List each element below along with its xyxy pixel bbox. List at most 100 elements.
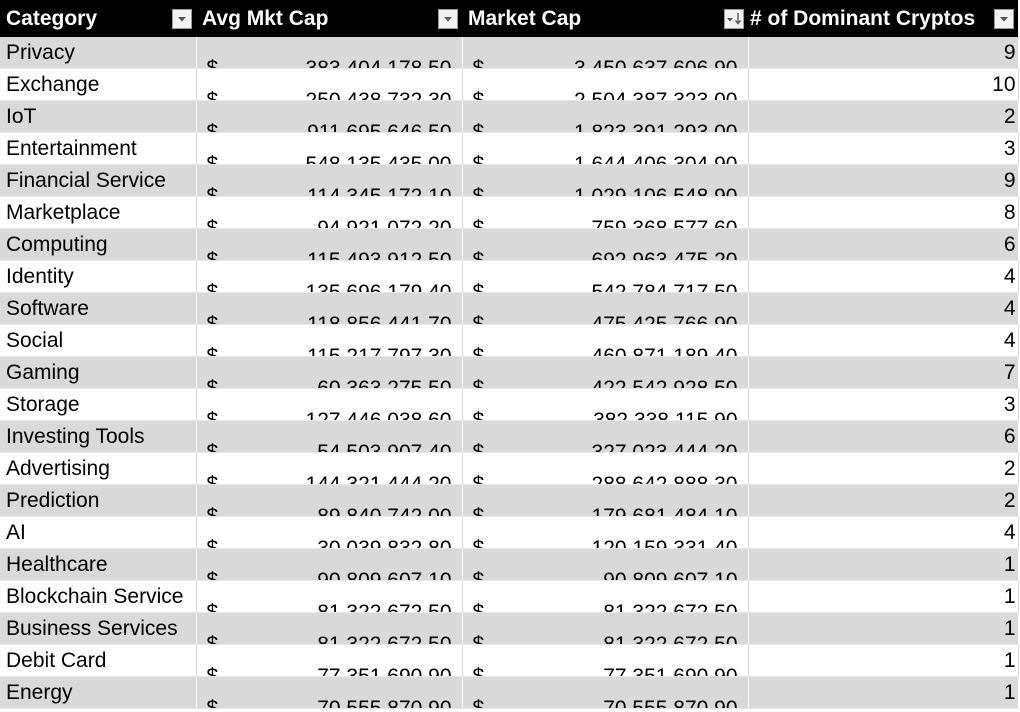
cell-category[interactable]: Financial Service <box>0 164 197 197</box>
cell-dominant-count[interactable]: 6 <box>748 420 1019 453</box>
table-row[interactable]: Debit Card $77,351,690.90 $77,351,690.90 1 <box>0 644 1019 677</box>
cell-avg-mkt-cap[interactable]: $94,921,072.20 <box>196 196 463 229</box>
cell-dominant-count[interactable]: 3 <box>748 388 1019 421</box>
cell-avg-mkt-cap[interactable]: $911,695,646.50 <box>196 100 463 133</box>
cell-category[interactable]: Storage <box>0 388 197 421</box>
market-cap-sort-filter-button[interactable] <box>724 9 744 29</box>
cell-category[interactable]: Business Services <box>0 612 197 645</box>
cell-avg-mkt-cap[interactable]: $127,446,038.60 <box>196 388 463 421</box>
cell-category[interactable]: Advertising <box>0 452 197 485</box>
cell-market-cap[interactable]: $422,542,928.50 <box>462 356 749 389</box>
cell-avg-mkt-cap[interactable]: $30,039,832.80 <box>196 516 463 549</box>
table-row[interactable]: Entertainment $548,135,435.00 $1,644,406,3… <box>0 132 1019 165</box>
cell-avg-mkt-cap[interactable]: $90,809,607.10 <box>196 548 463 581</box>
cell-dominant-count[interactable]: 9 <box>748 37 1019 69</box>
header-avg-mkt-cap[interactable]: Avg Mkt Cap <box>196 0 462 37</box>
cell-category[interactable]: IoT <box>0 100 197 133</box>
cell-avg-mkt-cap[interactable]: $70,555,870.90 <box>196 676 463 709</box>
cell-category[interactable]: Software <box>0 292 197 325</box>
cell-market-cap[interactable]: $475,425,766.90 <box>462 292 749 325</box>
cell-avg-mkt-cap[interactable]: $383,404,178.50 <box>196 37 463 69</box>
table-row[interactable]: IoT $911,695,646.50 $1,823,391,293.00 2 <box>0 100 1019 133</box>
cell-dominant-count[interactable]: 9 <box>748 164 1019 197</box>
table-row[interactable]: Software $118,856,441.70 $475,425,766.90 4 <box>0 292 1019 325</box>
table-row[interactable]: Prediction $89,840,742.00 $179,681,484.10 2 <box>0 484 1019 517</box>
cell-market-cap[interactable]: $81,322,672.50 <box>462 580 749 613</box>
table-row[interactable]: Identity $135,696,179.40 $542,784,717.50 4 <box>0 260 1019 293</box>
cell-market-cap[interactable]: $542,784,717.50 <box>462 260 749 293</box>
cell-avg-mkt-cap[interactable]: $60,363,275.50 <box>196 356 463 389</box>
cell-category[interactable]: Blockchain Service <box>0 580 197 613</box>
header-category[interactable]: Category <box>0 0 196 37</box>
cell-category[interactable]: Social <box>0 324 197 357</box>
cell-category[interactable]: Gaming <box>0 356 197 389</box>
table-row[interactable]: AI $30,039,832.80 $120,159,331.40 4 <box>0 516 1019 549</box>
cell-avg-mkt-cap[interactable]: $548,135,435.00 <box>196 132 463 165</box>
category-filter-button[interactable] <box>172 9 192 29</box>
cell-category[interactable]: Marketplace <box>0 196 197 229</box>
cell-category[interactable]: Identity <box>0 260 197 293</box>
cell-dominant-count[interactable]: 4 <box>748 260 1019 293</box>
table-row[interactable]: Business Services $81,322,672.50 $81,322,6… <box>0 612 1019 645</box>
table-row[interactable]: Financial Service $114,345,172.10 $1,029,1… <box>0 164 1019 197</box>
cell-category[interactable]: Investing Tools <box>0 420 197 453</box>
cell-dominant-count[interactable]: 6 <box>748 228 1019 261</box>
header-market-cap[interactable]: Market Cap <box>462 0 748 37</box>
table-row[interactable]: Privacy $383,404,178.50 $3,450,637,606.90 9 <box>0 37 1019 69</box>
cell-market-cap[interactable]: $3,450,637,606.90 <box>462 37 749 69</box>
cell-category[interactable]: Healthcare <box>0 548 197 581</box>
cell-market-cap[interactable]: $382,338,115.90 <box>462 388 749 421</box>
cell-market-cap[interactable]: $1,823,391,293.00 <box>462 100 749 133</box>
cell-avg-mkt-cap[interactable]: $118,856,441.70 <box>196 292 463 325</box>
table-row[interactable]: Marketplace $94,921,072.20 $759,368,577.60… <box>0 196 1019 229</box>
cell-category[interactable]: AI <box>0 516 197 549</box>
table-row[interactable]: Energy $70,555,870.90 $70,555,870.90 1 <box>0 676 1019 709</box>
cell-dominant-count[interactable]: 3 <box>748 132 1019 165</box>
cell-avg-mkt-cap[interactable]: $89,840,742.00 <box>196 484 463 517</box>
cell-avg-mkt-cap[interactable]: $54,503,907.40 <box>196 420 463 453</box>
cell-dominant-count[interactable]: 2 <box>748 484 1019 517</box>
cell-category[interactable]: Energy <box>0 676 197 709</box>
header-dominant-cryptos[interactable]: # of Dominant Cryptos <box>748 0 1018 37</box>
cell-market-cap[interactable]: $327,023,444.20 <box>462 420 749 453</box>
cell-avg-mkt-cap[interactable]: $81,322,672.50 <box>196 580 463 613</box>
table-row[interactable]: Advertising $144,321,444.20 $288,642,888.3… <box>0 452 1019 485</box>
table-row[interactable]: Exchange $250,438,732.30 $2,504,387,323.00… <box>0 68 1019 101</box>
cell-category[interactable]: Exchange <box>0 68 197 101</box>
cell-dominant-count[interactable]: 1 <box>748 644 1019 677</box>
table-row[interactable]: Social $115,217,797.30 $460,871,189.40 4 <box>0 324 1019 357</box>
cell-market-cap[interactable]: $77,351,690.90 <box>462 644 749 677</box>
table-row[interactable]: Investing Tools $54,503,907.40 $327,023,44… <box>0 420 1019 453</box>
cell-dominant-count[interactable]: 1 <box>748 548 1019 581</box>
cell-dominant-count[interactable]: 10 <box>748 68 1019 101</box>
cell-avg-mkt-cap[interactable]: $135,696,179.40 <box>196 260 463 293</box>
table-row[interactable]: Storage $127,446,038.60 $382,338,115.90 3 <box>0 388 1019 421</box>
dominant-cryptos-filter-button[interactable] <box>994 9 1014 29</box>
cell-dominant-count[interactable]: 4 <box>748 516 1019 549</box>
cell-dominant-count[interactable]: 7 <box>748 356 1019 389</box>
cell-dominant-count[interactable]: 1 <box>748 612 1019 645</box>
cell-category[interactable]: Privacy <box>0 37 197 69</box>
cell-market-cap[interactable]: $460,871,189.40 <box>462 324 749 357</box>
cell-avg-mkt-cap[interactable]: $144,321,444.20 <box>196 452 463 485</box>
avg-mkt-cap-filter-button[interactable] <box>438 9 458 29</box>
cell-dominant-count[interactable]: 2 <box>748 452 1019 485</box>
cell-market-cap[interactable]: $2,504,387,323.00 <box>462 68 749 101</box>
cell-avg-mkt-cap[interactable]: $250,438,732.30 <box>196 68 463 101</box>
table-row[interactable]: Gaming $60,363,275.50 $422,542,928.50 7 <box>0 356 1019 389</box>
cell-market-cap[interactable]: $288,642,888.30 <box>462 452 749 485</box>
cell-dominant-count[interactable]: 8 <box>748 196 1019 229</box>
cell-avg-mkt-cap[interactable]: $77,351,690.90 <box>196 644 463 677</box>
cell-dominant-count[interactable]: 1 <box>748 580 1019 613</box>
cell-category[interactable]: Prediction <box>0 484 197 517</box>
cell-market-cap[interactable]: $759,368,577.60 <box>462 196 749 229</box>
cell-dominant-count[interactable]: 2 <box>748 100 1019 133</box>
cell-market-cap[interactable]: $1,644,406,304.90 <box>462 132 749 165</box>
cell-dominant-count[interactable]: 4 <box>748 324 1019 357</box>
table-row[interactable]: Blockchain Service $81,322,672.50 $81,322,… <box>0 580 1019 613</box>
cell-market-cap[interactable]: $90,809,607.10 <box>462 548 749 581</box>
cell-market-cap[interactable]: $1,029,106,548.90 <box>462 164 749 197</box>
cell-market-cap[interactable]: $70,555,870.90 <box>462 676 749 709</box>
cell-market-cap[interactable]: $120,159,331.40 <box>462 516 749 549</box>
cell-category[interactable]: Entertainment <box>0 132 197 165</box>
